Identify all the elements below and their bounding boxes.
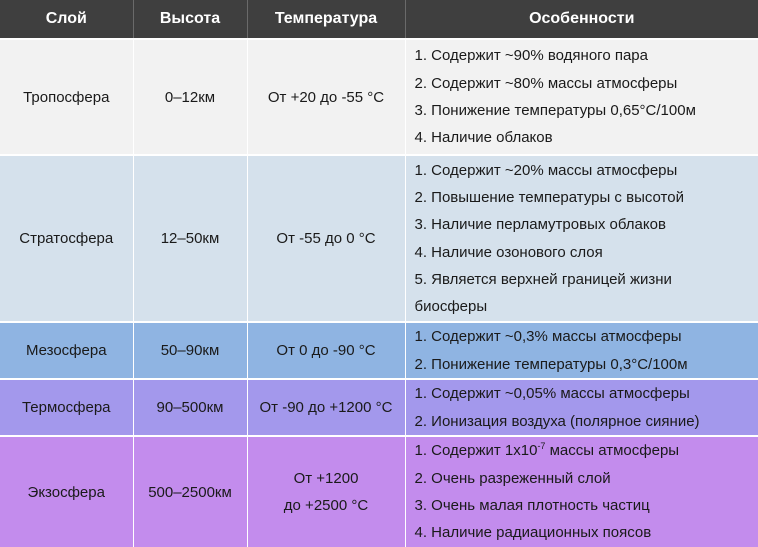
feature-item: 2. Повышение температуры с высотой [414,188,684,206]
feature-item: 2. Очень разреженный слой [414,469,611,487]
cell-temperature: От 0 до -90 °С [247,321,406,379]
cell-layer: Термосфера [0,378,134,436]
feature-item: 1. Содержит ~90% водяного пара [414,47,648,65]
feature-item: 3. Наличие перламутровых облаков [414,216,666,234]
temperature-line: до +2500 °С [283,497,369,514]
table-row-thermosphere: Термосфера 90–500км От -90 до +1200 °С 1… [0,378,758,436]
cell-height: 0–12км [133,38,248,155]
header-layer: Слой [0,0,134,39]
cell-temperature: От +20 до -55 °С [247,38,406,155]
feature-item: 3. Очень малая плотность частиц [414,497,650,514]
cell-height: 90–500км [133,378,248,436]
cell-layer: Стратосфера [0,154,134,322]
cell-features: 1. Содержит 1x10-7 массы атмосферы 2. Оч… [405,435,758,547]
table-row-troposphere: Тропосфера 0–12км От +20 до -55 °С 1. Со… [0,38,758,155]
cell-height: 500–2500км [133,435,248,547]
cell-layer: Мезосфера [0,321,134,379]
feature-item: биосферы [414,298,488,316]
cell-features: 1. Содержит ~20% массы атмосферы 2. Повы… [405,154,758,322]
cell-features: 1. Содержит ~0,05% массы атмосферы 2. Ио… [405,378,758,436]
feature-item: 2. Содержит ~80% массы атмосферы [414,74,678,92]
feature-item: 2. Понижение температуры 0,3°С/100м [414,355,688,373]
cell-height: 12–50км [133,154,248,322]
feature-item: 5. Является верхней границей жизни [414,270,672,288]
feature-item: 4. Наличие облаков [414,129,553,147]
cell-temperature: От -90 до +1200 °С [247,378,406,436]
table-row-exosphere: Экзосфера 500–2500км От +1200 до +2500 °… [0,435,758,547]
feature-item: 1. Содержит ~20% массы атмосферы [414,161,678,179]
header-height: Высота [133,0,248,39]
feature-item: 1. Содержит 1x10-7 массы атмосферы [414,441,680,460]
cell-layer: Тропосфера [0,38,134,155]
table-row-mesosphere: Мезосфера 50–90км От 0 до -90 °С 1. Соде… [0,321,758,379]
feature-item: 1. Содержит ~0,3% массы атмосферы [414,328,682,346]
feature-item: 1. Содержит ~0,05% массы атмосферы [414,385,690,403]
feature-item: 3. Понижение температуры 0,65°С/100м [414,102,696,119]
cell-temperature: От -55 до 0 °С [247,154,406,322]
cell-features: 1. Содержит ~0,3% массы атмосферы 2. Пон… [405,321,758,379]
feature-item: 2. Ионизация воздуха (полярное сияние) [414,412,700,430]
cell-height: 50–90км [133,321,248,379]
cell-features: 1. Содержит ~90% водяного пара 2. Содерж… [405,38,758,155]
table-row-stratosphere: Стратосфера 12–50км От -55 до 0 °С 1. Со… [0,154,758,322]
feature-item: 4. Наличие радиационных поясов [414,524,652,542]
cell-layer: Экзосфера [0,435,134,547]
cell-temperature: От +1200 до +2500 °С [247,435,406,547]
table-header-row: Слой Высота Температура Особенности [0,0,758,39]
header-temperature: Температура [247,0,406,39]
feature-item: 4. Наличие озонового слоя [414,243,603,261]
temperature-line: От +1200 [293,470,359,487]
header-features: Особенности [405,0,758,39]
